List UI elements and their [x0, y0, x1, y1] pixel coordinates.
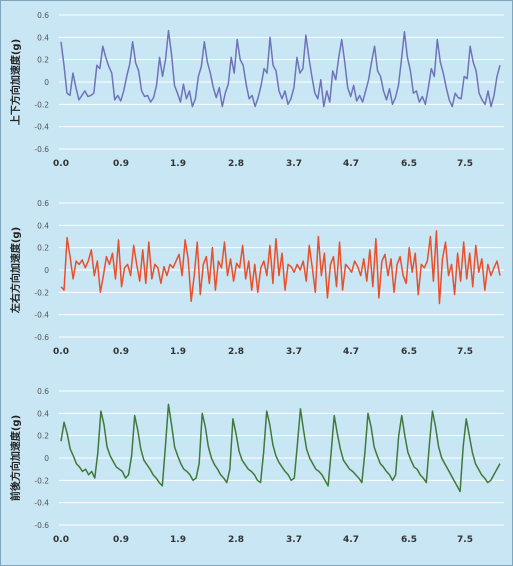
x-tick-label: 2.8	[228, 347, 244, 357]
x-tick-label: 0.0	[53, 347, 69, 357]
y-tick-label: -0.4	[34, 311, 49, 320]
y-axis-label: 左右方向加速度(g)	[9, 227, 22, 314]
y-tick-label: -0.4	[34, 123, 49, 132]
y-tick-label: 0	[44, 78, 49, 87]
x-tick-label: 6.5	[401, 159, 417, 169]
y-tick-label: -0.2	[34, 288, 49, 297]
series-line	[60, 403, 501, 493]
x-tick-label: 3.7	[286, 535, 302, 545]
x-tick-label: 4.7	[343, 159, 359, 169]
chart-panel-vertical: 0.6 0.4 0.2 0 -0.2 -0.4 -0.6 0.0 0.9 1.9 2.8 3.7 4.7…	[9, 11, 504, 169]
x-tick-label: 2.8	[228, 535, 244, 545]
y-tick-label: -0.6	[34, 333, 49, 342]
x-tick-label: 1.9	[170, 535, 186, 545]
x-tick-label: 7.5	[457, 535, 473, 545]
x-tick-label: 0.9	[113, 347, 129, 357]
x-tick-label: 0.9	[113, 535, 129, 545]
x-tick-label: 0.9	[113, 159, 129, 169]
y-tick-label: 0.6	[37, 387, 49, 396]
x-tick-label: 3.7	[286, 347, 302, 357]
x-tick-label: 2.8	[228, 159, 244, 169]
y-tick-label: 0.6	[37, 199, 49, 208]
y-axis-label: 前後方向加速度(g)	[9, 415, 22, 501]
x-tick-label: 7.5	[457, 347, 473, 357]
y-tick-label: 0.4	[37, 221, 49, 230]
y-tick-label: -0.6	[34, 145, 49, 154]
x-tick-label: 1.9	[170, 159, 186, 169]
y-tick-label: 0.2	[37, 56, 49, 65]
chart-panel-longitudinal: 0.6 0.4 0.2 0 -0.2 -0.4 -0.6 0.0 0.9 1.9 2.8 3.7 4.7…	[9, 387, 504, 545]
x-tick-label: 0.0	[53, 159, 69, 169]
y-tick-label: 0.2	[37, 432, 49, 441]
y-tick-label: 0.2	[37, 244, 49, 253]
y-tick-label: -0.6	[34, 521, 49, 530]
x-tick-label: 4.7	[343, 347, 359, 357]
x-tick-label: 4.7	[343, 535, 359, 545]
y-tick-label: 0.4	[37, 409, 49, 418]
y-tick-label: -0.2	[34, 476, 49, 485]
y-tick-label: 0	[44, 454, 49, 463]
y-tick-label: -0.2	[34, 100, 49, 109]
y-tick-label: 0.4	[37, 33, 49, 42]
chart-panel-lateral: 0.6 0.4 0.2 0 -0.2 -0.4 -0.6 0.0 0.9 1.9 2.8 3.7 4.7…	[9, 199, 504, 357]
series-line	[60, 230, 501, 305]
x-tick-label: 0.0	[53, 535, 69, 545]
y-tick-label: 0	[44, 266, 49, 275]
x-tick-label: 3.7	[286, 159, 302, 169]
y-axis-label: 上下方向加速度(g)	[9, 39, 22, 125]
y-tick-label: 0.6	[37, 11, 49, 20]
x-tick-label: 6.5	[401, 347, 417, 357]
x-tick-label: 6.5	[401, 535, 417, 545]
series-line	[60, 29, 501, 108]
y-tick-label: -0.4	[34, 499, 49, 508]
x-tick-label: 1.9	[170, 347, 186, 357]
x-tick-label: 7.5	[457, 159, 473, 169]
